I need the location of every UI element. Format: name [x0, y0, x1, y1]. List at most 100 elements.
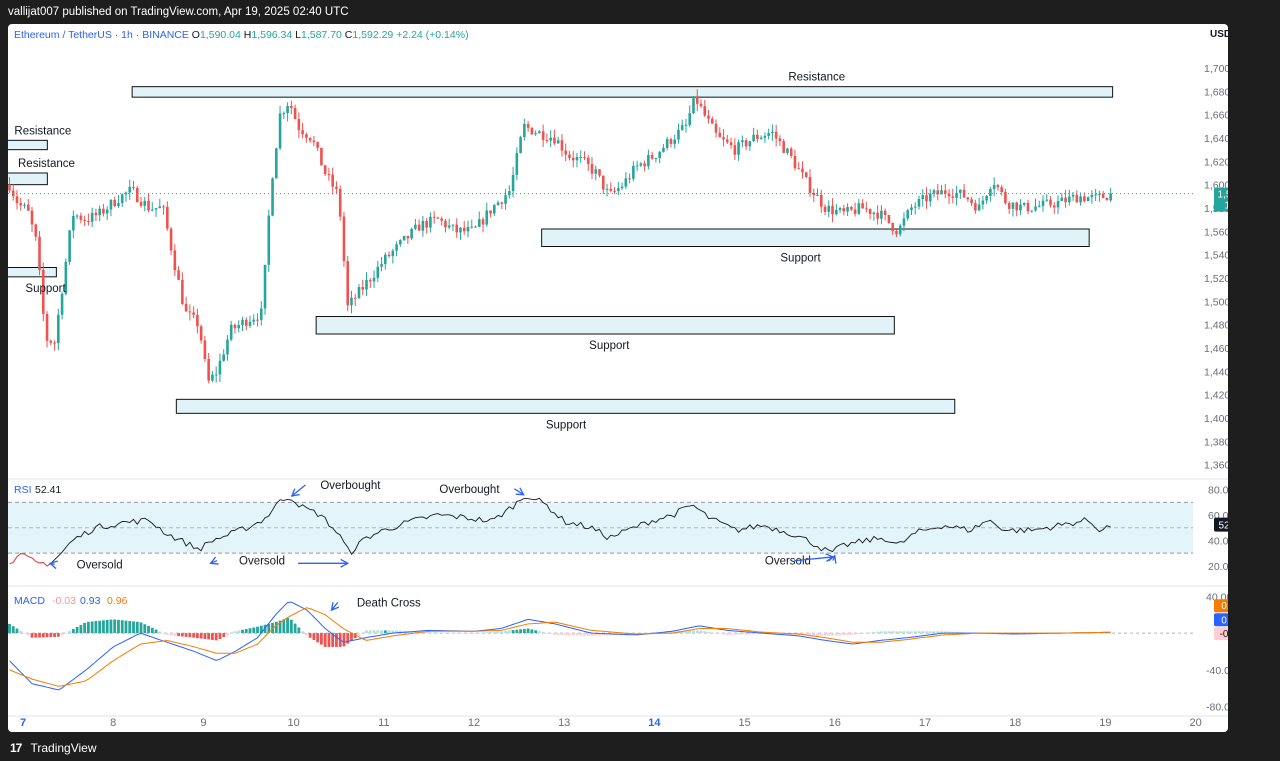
- candle-down: [94, 212, 98, 216]
- candle-down: [207, 359, 210, 381]
- signal-value-badge: [1214, 599, 1228, 613]
- candle-up: [211, 374, 214, 381]
- candle-up: [752, 134, 755, 142]
- chart-frame[interactable]: USDT 1,700.00 1,680.00 1,660.00 1,640.00 1,62…: [8, 24, 1228, 732]
- macd-value-badge-label: 0.93: [1221, 615, 1228, 626]
- candle-up: [357, 287, 361, 299]
- symbol-legend[interactable]: Ethereum / TetherUS · 1h · BINANCE O1,59…: [14, 29, 469, 41]
- candle-down: [876, 212, 879, 219]
- candle-down: [1049, 199, 1052, 206]
- macd-histogram-bar: [936, 631, 940, 634]
- macd-histogram-bar: [725, 633, 729, 635]
- candle-up: [692, 96, 695, 114]
- rsi-extra-arrow-head: [340, 558, 350, 568]
- candle-up: [940, 190, 943, 195]
- macd-histogram-bar: [282, 619, 286, 634]
- macd-histogram-bar: [162, 633, 165, 634]
- zone-support-box[interactable]: [8, 267, 57, 278]
- candle-up: [635, 165, 639, 167]
- zone-resistance-box[interactable]: [8, 172, 48, 186]
- macd-annotation-label: Death Cross: [357, 597, 421, 609]
- macd-histogram-bar: [740, 633, 744, 635]
- candle-down: [842, 208, 846, 212]
- candle-up: [496, 202, 500, 206]
- candle-down: [500, 202, 504, 204]
- macd-histogram-bar: [857, 633, 861, 635]
- zone-resistance-box[interactable]: [131, 86, 1114, 98]
- macd-histogram-bar: [211, 633, 214, 640]
- zone-support-box[interactable]: [175, 398, 956, 414]
- candle-up: [508, 191, 511, 196]
- macd-histogram-bar: [853, 633, 857, 635]
- candle-down: [650, 155, 654, 159]
- macd-histogram-bar: [447, 632, 451, 634]
- candle-up: [985, 196, 988, 201]
- macd-histogram-bar: [372, 630, 376, 634]
- signal-line: [9, 607, 1111, 687]
- macd-histogram-bar: [68, 631, 72, 634]
- x-tick-label: 20: [1189, 717, 1201, 729]
- macd-histogram-bar: [109, 619, 113, 634]
- macd-histogram-bar: [229, 633, 233, 634]
- macd-histogram-bar: [459, 632, 462, 634]
- macd-histogram-bar: [872, 632, 876, 634]
- candle-down: [789, 148, 793, 156]
- candle-down: [812, 192, 816, 196]
- macd-legend-macd: 0.93: [80, 595, 101, 607]
- candle-down: [361, 287, 365, 290]
- chart-svg[interactable]: USDT 1,700.00 1,680.00 1,660.00 1,640.00 1,62…: [8, 24, 1228, 732]
- macd-histogram-bar: [413, 631, 417, 634]
- price-tick-label: 1,700.00: [1204, 63, 1228, 75]
- candle-down: [925, 195, 928, 202]
- macd-histogram-bar: [549, 633, 553, 634]
- zone-support-box[interactable]: [315, 316, 895, 335]
- macd-histogram-bar: [891, 631, 895, 634]
- candle-down: [1101, 193, 1105, 199]
- candle-down: [951, 196, 955, 198]
- x-tick-label: 8: [110, 717, 116, 729]
- candle-up: [917, 199, 921, 207]
- macd-histogram-bar: [921, 631, 925, 634]
- candle-down: [305, 134, 308, 138]
- candle-up: [154, 208, 158, 210]
- tradingview-logo-icon[interactable]: 17: [10, 741, 22, 755]
- candle-down: [436, 217, 440, 219]
- macd-histogram-bar: [293, 623, 297, 634]
- ohlc-o-label: O: [192, 29, 200, 41]
- countdown-label: 19:58: [1224, 201, 1228, 212]
- candle-up: [421, 220, 425, 231]
- zone-resistance-box[interactable]: [8, 139, 48, 151]
- candle-down: [801, 168, 804, 173]
- x-tick-label: 14: [648, 717, 661, 729]
- price-tick-label: 1,360.00: [1204, 460, 1228, 472]
- macd-histogram-bar: [755, 633, 759, 635]
- macd-histogram-bar: [346, 633, 350, 644]
- candle-down: [699, 103, 703, 107]
- candle-down: [323, 165, 327, 175]
- publisher-header: vallijat007 published on TradingView.com…: [0, 0, 1280, 24]
- macd-histogram-bar: [868, 632, 872, 634]
- macd-histogram-bar: [470, 633, 474, 634]
- macd-histogram-bar: [316, 633, 320, 643]
- macd-histogram-bar: [932, 631, 936, 634]
- macd-histogram-bar: [342, 633, 346, 647]
- macd-histogram-bar: [1082, 633, 1086, 634]
- candle-down: [793, 155, 797, 169]
- macd-histogram-bar: [41, 633, 45, 638]
- macd-histogram-bar: [834, 633, 838, 636]
- candle-down: [290, 105, 293, 108]
- candle-up: [658, 151, 661, 159]
- candle-down: [297, 118, 301, 131]
- candle-down: [233, 324, 237, 329]
- macd-histogram-bar: [951, 631, 955, 634]
- macd-histogram-bar: [289, 619, 293, 634]
- candle-up: [816, 194, 819, 196]
- candle-down: [895, 231, 898, 235]
- macd-histogram-bar: [357, 633, 361, 636]
- macd-histogram-bar: [8, 623, 11, 634]
- zone-support-box[interactable]: [541, 228, 1090, 247]
- macd-histogram-bar: [1090, 633, 1094, 634]
- macd-histogram-bar: [124, 620, 128, 634]
- macd-histogram-bar: [132, 621, 135, 634]
- candle-down: [970, 199, 973, 204]
